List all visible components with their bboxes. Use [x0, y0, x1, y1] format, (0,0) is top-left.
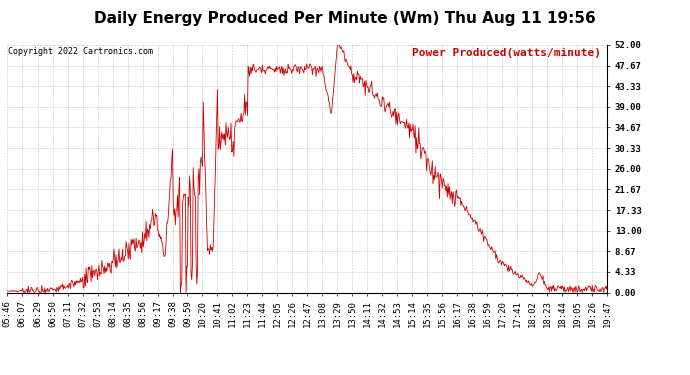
Text: Daily Energy Produced Per Minute (Wm) Thu Aug 11 19:56: Daily Energy Produced Per Minute (Wm) Th…	[94, 11, 596, 26]
Text: Power Produced(watts/minute): Power Produced(watts/minute)	[412, 48, 601, 57]
Text: Copyright 2022 Cartronics.com: Copyright 2022 Cartronics.com	[8, 48, 153, 57]
